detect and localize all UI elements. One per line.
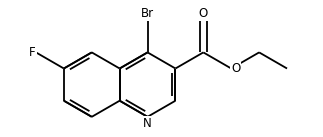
Text: N: N <box>143 117 152 130</box>
Text: F: F <box>29 46 36 59</box>
Text: O: O <box>199 7 208 20</box>
Text: Br: Br <box>141 7 154 20</box>
Text: O: O <box>231 62 241 75</box>
